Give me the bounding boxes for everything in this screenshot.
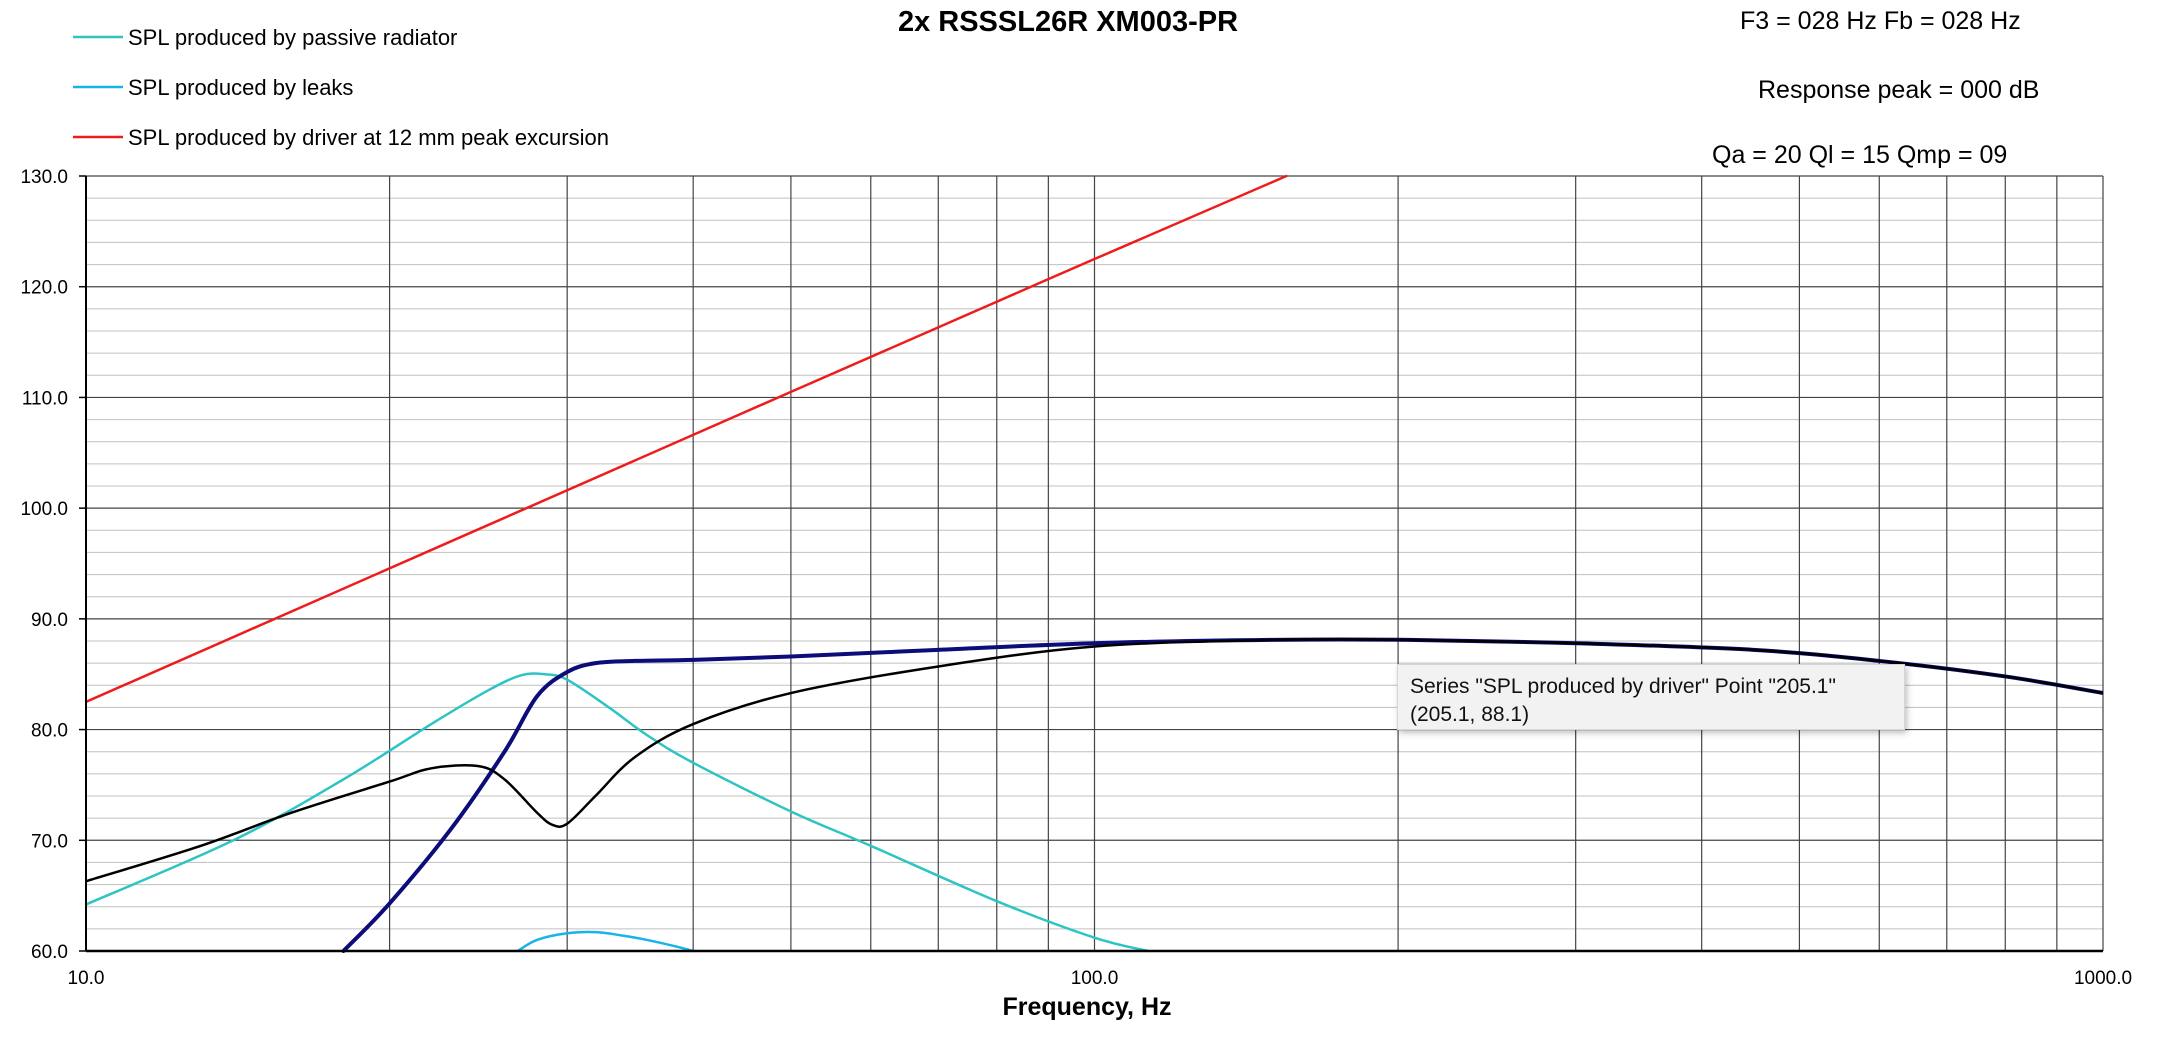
tooltip-series-line: Series "SPL produced by driver" Point "2…: [1410, 675, 1836, 698]
legend-label: SPL produced by driver at 12 mm peak exc…: [128, 125, 609, 150]
x-tick-label: 100.0: [1071, 968, 1119, 989]
q-values-annotation: Qa = 20 Ql = 15 Qmp = 09: [1712, 141, 2007, 169]
series-line-spl-produced-by-driver-at-12-mm-peak-excursion[interactable]: [86, 174, 1288, 704]
plot-axes: [79, 175, 2103, 953]
legend-label: SPL produced by passive radiator: [128, 25, 457, 50]
x-tick-label: 10.0: [68, 968, 105, 989]
data-point-tooltip: Series "SPL produced by driver" Point "2…: [1397, 664, 1905, 730]
series-line-total-spl[interactable]: [86, 638, 2103, 883]
y-tick-label: 90.0: [31, 610, 68, 631]
y-tick-label: 100.0: [20, 499, 68, 520]
x-tick-label: 1000.0: [2074, 968, 2132, 989]
series-line-spl-produced-by-leaks[interactable]: [516, 930, 695, 953]
tick-labels: 60.0 70.0 80.0 90.0 100.0 110.0 120.0 130.0 10.0…: [20, 167, 2132, 989]
y-tick-label: 120.0: [20, 278, 68, 299]
response-peak-annotation: Response peak = 000 dB: [1758, 76, 2039, 104]
legend[interactable]: SPL produced by passive radiator SPL prod…: [73, 25, 609, 150]
legend-item[interactable]: SPL produced by leaks: [73, 75, 353, 100]
legend-item[interactable]: SPL produced by driver at 12 mm peak exc…: [73, 125, 609, 150]
y-tick-label: 110.0: [22, 388, 68, 409]
y-tick-label: 70.0: [31, 831, 68, 852]
x-axis-title: Frequency, Hz: [1002, 993, 1171, 1021]
f3-fb-annotation: F3 = 028 Hz Fb = 028 Hz: [1740, 7, 2021, 35]
plot-series: [86, 174, 2103, 953]
tooltip-value-line: (205.1, 88.1): [1410, 703, 1530, 726]
chart-title: 2x RSSSL26R XM003-PR: [898, 6, 1238, 38]
legend-item[interactable]: SPL produced by passive radiator: [73, 25, 457, 50]
y-tick-label: 80.0: [31, 721, 68, 742]
y-tick-label: 130.0: [20, 167, 68, 188]
legend-label: SPL produced by leaks: [128, 75, 353, 100]
y-tick-label: 60.0: [31, 942, 68, 963]
series-line-spl-produced-by-passive-radiator[interactable]: [86, 672, 1150, 953]
